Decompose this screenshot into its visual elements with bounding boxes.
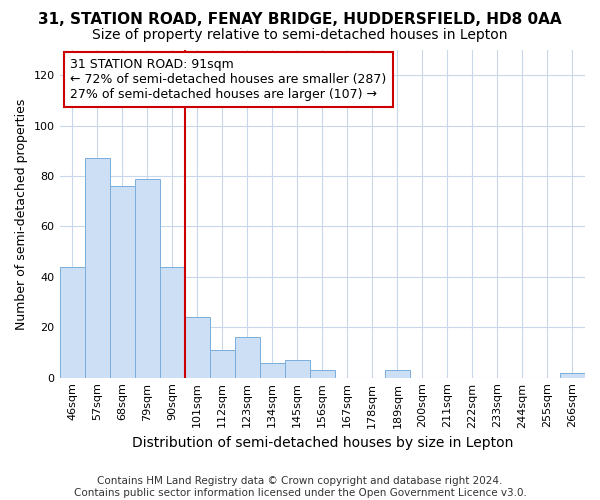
- Bar: [185, 317, 209, 378]
- Bar: [134, 178, 160, 378]
- Bar: [560, 372, 585, 378]
- Bar: [260, 362, 285, 378]
- Bar: [285, 360, 310, 378]
- Bar: [160, 267, 185, 378]
- Bar: [235, 338, 260, 378]
- X-axis label: Distribution of semi-detached houses by size in Lepton: Distribution of semi-detached houses by …: [131, 436, 513, 450]
- Y-axis label: Number of semi-detached properties: Number of semi-detached properties: [15, 98, 28, 330]
- Bar: [110, 186, 134, 378]
- Text: Contains HM Land Registry data © Crown copyright and database right 2024.
Contai: Contains HM Land Registry data © Crown c…: [74, 476, 526, 498]
- Bar: [310, 370, 335, 378]
- Bar: [385, 370, 410, 378]
- Text: 31, STATION ROAD, FENAY BRIDGE, HUDDERSFIELD, HD8 0AA: 31, STATION ROAD, FENAY BRIDGE, HUDDERSF…: [38, 12, 562, 28]
- Text: Size of property relative to semi-detached houses in Lepton: Size of property relative to semi-detach…: [92, 28, 508, 42]
- Bar: [209, 350, 235, 378]
- Text: 31 STATION ROAD: 91sqm
← 72% of semi-detached houses are smaller (287)
27% of se: 31 STATION ROAD: 91sqm ← 72% of semi-det…: [70, 58, 386, 101]
- Bar: [85, 158, 110, 378]
- Bar: [59, 267, 85, 378]
